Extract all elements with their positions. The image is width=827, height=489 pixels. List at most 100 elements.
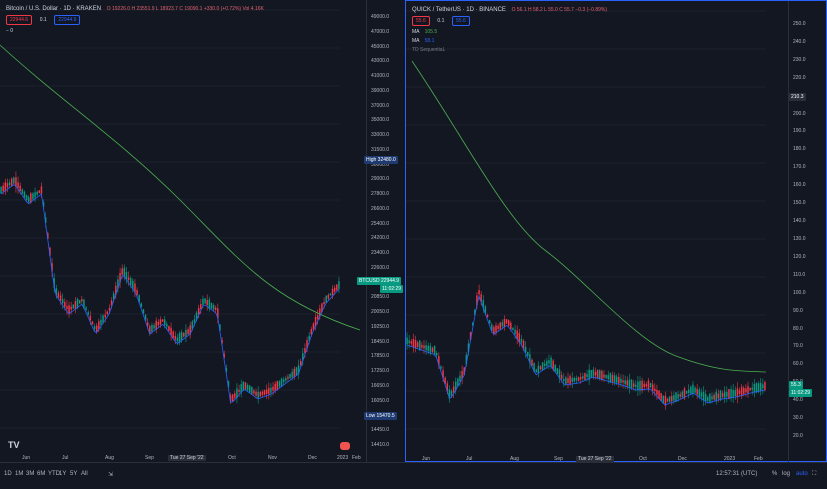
- left-indicator-collapse[interactable]: − 0: [6, 28, 14, 34]
- candle: [518, 332, 521, 343]
- candle: [13, 177, 15, 184]
- candle: [229, 395, 232, 402]
- percent-toggle[interactable]: %: [772, 471, 778, 477]
- ma2-label: MA: [412, 38, 420, 44]
- right-sell-button[interactable]: 55.6: [412, 16, 430, 26]
- candle: [541, 362, 544, 371]
- left-chart-pane[interactable]: Bitcoin / U.S. Dollar · 1D · KRAKEN O 19…: [0, 0, 405, 462]
- candle: [649, 383, 652, 388]
- right-price-tick: 230.0: [793, 56, 806, 63]
- candle: [136, 290, 138, 295]
- candle: [38, 190, 41, 194]
- candle: [749, 387, 751, 391]
- candle: [316, 315, 319, 320]
- range-button-6m[interactable]: 6M: [37, 471, 46, 477]
- candle: [613, 375, 616, 383]
- candle: [412, 339, 415, 348]
- fullscreen-icon[interactable]: ⛶: [812, 471, 817, 477]
- candle: [467, 343, 470, 353]
- candle: [321, 303, 323, 313]
- candle: [168, 325, 170, 331]
- right-chart-pane[interactable]: QUICK / TetherUS · 1D · BINANCE O 56.1 H…: [405, 0, 827, 463]
- right-symbol-title[interactable]: QUICK / TetherUS · 1D · BINANCE: [412, 7, 506, 13]
- left-symbol-title[interactable]: Bitcoin / U.S. Dollar · 1D · KRAKEN: [6, 6, 102, 12]
- candle: [312, 323, 315, 330]
- candle: [91, 321, 94, 325]
- scroll-to-realtime-icon[interactable]: [340, 442, 350, 450]
- candle: [524, 346, 527, 353]
- right-price-chart[interactable]: [406, 1, 788, 456]
- candle: [520, 339, 523, 343]
- range-button-5y[interactable]: 5Y: [70, 471, 78, 477]
- right-td-indicator[interactable]: TD SequentiaL: [412, 47, 446, 53]
- right-mark-tag: 210.3: [789, 93, 806, 101]
- candle: [630, 379, 633, 390]
- right-ma2-legend[interactable]: MA 58.1: [412, 38, 607, 44]
- go-to-date-icon[interactable]: ⇲: [108, 472, 114, 478]
- candle: [429, 345, 432, 353]
- candle: [537, 365, 540, 373]
- candle: [548, 360, 550, 364]
- candle: [486, 314, 489, 317]
- candle: [106, 311, 109, 315]
- candle: [510, 322, 512, 330]
- candle: [138, 295, 140, 303]
- candle: [85, 307, 87, 310]
- candle: [308, 335, 310, 341]
- candle: [304, 348, 306, 354]
- candle: [687, 389, 690, 393]
- left-price-chart[interactable]: [0, 0, 366, 455]
- candle: [552, 360, 554, 370]
- right-ma1-legend[interactable]: MA 105.5: [412, 29, 607, 35]
- candle: [157, 321, 160, 326]
- candle: [295, 367, 298, 376]
- right-price-tick: 70.0: [793, 343, 803, 350]
- right-buy-button[interactable]: 55.6: [452, 16, 470, 26]
- range-button-1y[interactable]: 1Y: [59, 471, 67, 477]
- candle: [276, 381, 279, 391]
- candle: [560, 375, 563, 379]
- ma1-value: 105.5: [424, 29, 438, 35]
- candle: [671, 395, 673, 402]
- candle: [569, 376, 571, 385]
- candle: [255, 391, 257, 396]
- candle: [609, 372, 612, 383]
- range-button-3m[interactable]: 3M: [26, 471, 35, 477]
- auto-toggle[interactable]: auto: [796, 471, 808, 477]
- range-button-1d[interactable]: 1D: [4, 471, 12, 477]
- left-time-tick: Dec: [308, 455, 317, 461]
- candle: [698, 389, 701, 397]
- range-button-1m[interactable]: 1M: [15, 471, 24, 477]
- candle: [297, 365, 300, 374]
- candle: [36, 191, 38, 195]
- candle: [144, 314, 147, 321]
- candle: [244, 382, 247, 390]
- candle: [734, 390, 737, 397]
- candle: [293, 368, 296, 378]
- left-price-tick: 14450.0: [371, 427, 390, 434]
- candle: [32, 193, 34, 200]
- right-price-tick: 160.0: [793, 182, 806, 189]
- candle: [679, 394, 681, 397]
- clock-time[interactable]: 12:57:31 (UTC): [716, 471, 758, 477]
- right-time-tick: Dec: [678, 456, 687, 462]
- candle: [643, 383, 645, 388]
- left-price-tick: 47000.0: [371, 28, 390, 35]
- candle: [191, 321, 194, 330]
- range-button-ytd[interactable]: YTD: [48, 471, 60, 477]
- candle: [74, 301, 77, 309]
- candle: [2, 185, 4, 192]
- left-buy-button[interactable]: 22944.9: [54, 15, 81, 25]
- candle: [47, 233, 49, 239]
- candle: [331, 288, 334, 296]
- left-sell-button[interactable]: 22944.6: [6, 15, 33, 25]
- left-price-tick: 19250.0: [371, 323, 390, 330]
- candle: [285, 378, 287, 381]
- high-price-tag: High 32480.0: [364, 156, 398, 164]
- candle: [161, 319, 164, 322]
- left-price-axis[interactable]: 49000.0 47000.0 45000.0 43000.0 41000.0 39000…: [366, 0, 406, 462]
- candle: [193, 319, 196, 323]
- range-button-all[interactable]: All: [81, 471, 88, 477]
- log-toggle[interactable]: log: [782, 471, 791, 477]
- candle: [217, 308, 219, 319]
